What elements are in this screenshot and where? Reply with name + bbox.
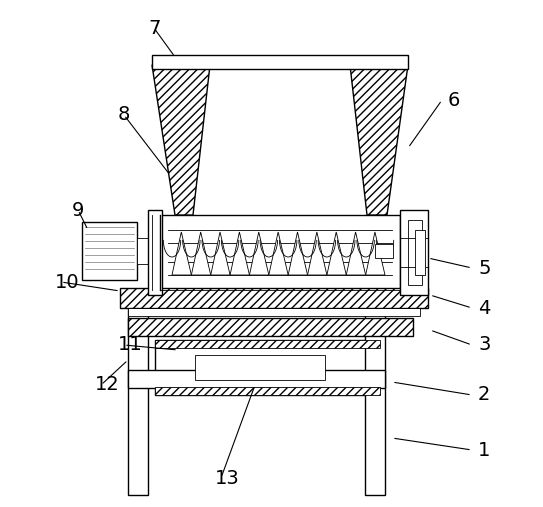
Bar xyxy=(128,318,413,336)
Text: 6: 6 xyxy=(448,91,460,110)
Polygon shape xyxy=(191,232,211,275)
Bar xyxy=(148,210,162,295)
Text: 11: 11 xyxy=(118,336,143,354)
Bar xyxy=(160,215,400,290)
Text: 12: 12 xyxy=(95,376,120,394)
Polygon shape xyxy=(269,232,288,275)
Polygon shape xyxy=(230,232,249,275)
Bar xyxy=(415,230,425,275)
Bar xyxy=(155,387,380,395)
Bar xyxy=(155,340,380,395)
Polygon shape xyxy=(350,65,408,215)
Text: 1: 1 xyxy=(478,441,490,459)
Bar xyxy=(365,290,385,495)
Bar xyxy=(152,55,408,69)
Bar xyxy=(128,370,385,388)
Text: 2: 2 xyxy=(478,385,490,405)
Bar xyxy=(120,288,428,308)
Bar xyxy=(155,340,380,348)
Text: 13: 13 xyxy=(215,468,240,488)
Text: 5: 5 xyxy=(478,259,490,277)
Bar xyxy=(375,244,393,258)
Text: 3: 3 xyxy=(478,336,490,354)
Text: 9: 9 xyxy=(72,200,84,220)
Bar xyxy=(195,355,325,380)
Polygon shape xyxy=(288,232,307,275)
Polygon shape xyxy=(211,232,230,275)
Bar xyxy=(128,290,148,495)
Bar xyxy=(82,222,137,280)
Text: 7: 7 xyxy=(148,18,160,38)
Text: 10: 10 xyxy=(55,272,80,292)
Polygon shape xyxy=(346,232,365,275)
Polygon shape xyxy=(307,232,327,275)
Bar xyxy=(137,238,160,264)
Polygon shape xyxy=(365,232,385,275)
Text: 8: 8 xyxy=(118,105,130,125)
Polygon shape xyxy=(327,232,346,275)
Bar xyxy=(400,210,428,295)
Bar xyxy=(128,308,420,316)
Polygon shape xyxy=(172,232,191,275)
Polygon shape xyxy=(152,65,210,215)
Text: 4: 4 xyxy=(478,299,490,317)
Bar xyxy=(408,220,422,285)
Polygon shape xyxy=(249,232,269,275)
